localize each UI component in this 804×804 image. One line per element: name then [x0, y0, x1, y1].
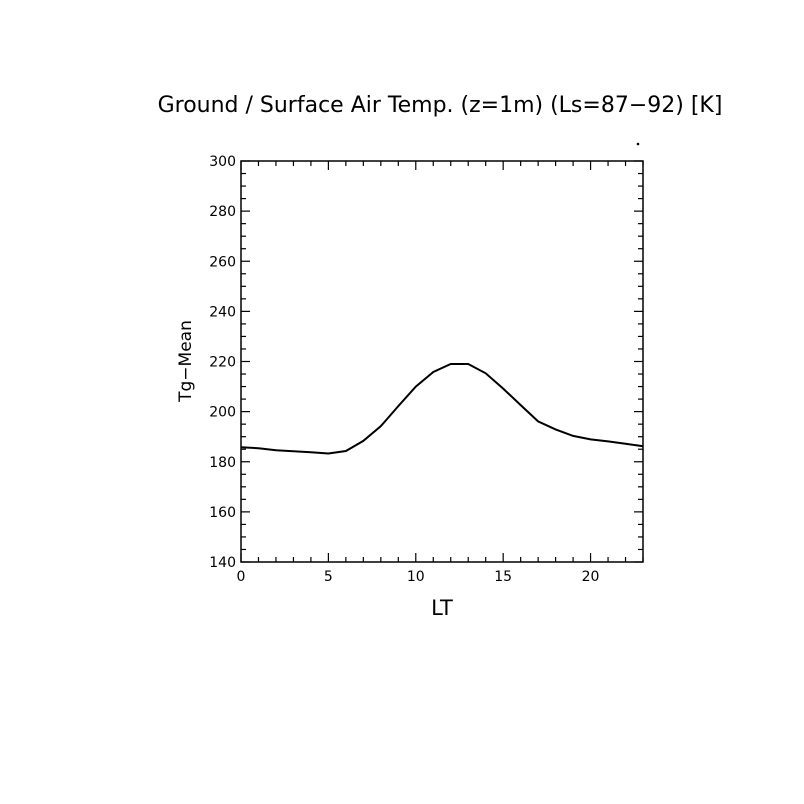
- y-tick-labels: 140 160 180 200 220 240 260 280 300: [209, 154, 236, 571]
- x-axis-label: LT: [431, 596, 453, 620]
- y-axis-label: Tg−Mean: [176, 320, 196, 403]
- chart-title: Ground / Surface Air Temp. (z=1m) (Ls=87…: [158, 93, 723, 118]
- series-line-tg-mean: [240, 363, 644, 455]
- y-tick-label: 240: [209, 304, 236, 320]
- y-tick-label: 200: [209, 405, 236, 421]
- x-tick-label: 5: [324, 569, 333, 585]
- y-tick-label: 140: [209, 555, 236, 571]
- y-tick-label: 180: [209, 455, 236, 471]
- y-tick-label: 260: [209, 254, 236, 270]
- corner-dot: [636, 142, 640, 146]
- y-tick-label: 300: [209, 154, 236, 170]
- x-tick-label: 15: [494, 569, 512, 585]
- plot-frame: [240, 160, 644, 563]
- x-tick-label: 0: [237, 569, 246, 585]
- x-tick-label: 10: [407, 569, 425, 585]
- y-tick-label: 220: [209, 355, 236, 371]
- y-tick-label: 160: [209, 505, 236, 521]
- x-tick-label: 20: [582, 569, 600, 585]
- x-tick-labels: 0 5 10 15 20: [237, 569, 600, 585]
- axis-ticks: [240, 160, 644, 563]
- y-tick-label: 280: [209, 204, 236, 220]
